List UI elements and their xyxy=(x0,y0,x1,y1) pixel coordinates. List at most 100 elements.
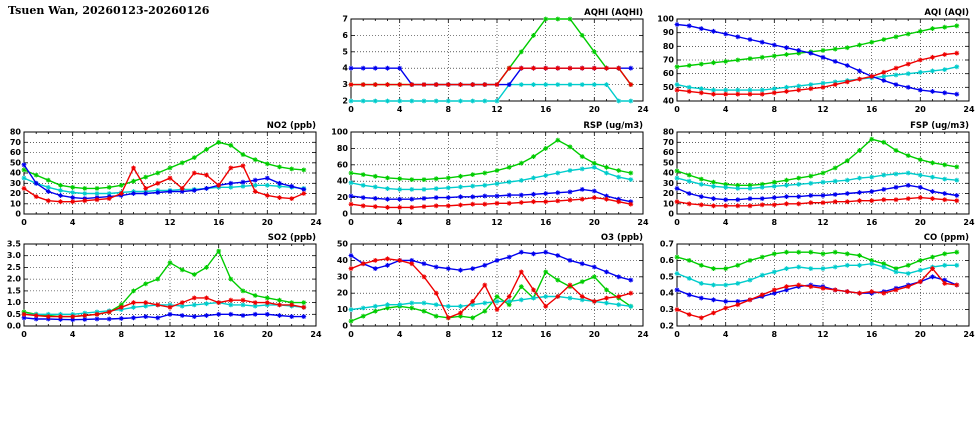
series-green-markers xyxy=(674,23,960,70)
x-tick-label: 8 xyxy=(446,105,452,114)
series-red-markers xyxy=(674,195,960,209)
y-tick-label: 0.3 xyxy=(660,305,674,314)
series-green-markers xyxy=(674,249,960,271)
chart-fsp: 0 10 20 30 40 50 60 70 80 0 4 8 12 16 20 24 FSP (ug/m3) xyxy=(653,119,975,232)
chart-no2: 0 10 20 30 40 50 60 70 80 0 4 8 12 16 20 24 NO2 (ppb) xyxy=(0,119,322,232)
y-tick-label: 40 xyxy=(10,169,22,178)
x-tick-label: 20 xyxy=(915,330,927,339)
x-tick-label: 4 xyxy=(70,218,76,227)
series-cyan-markers xyxy=(674,170,960,191)
x-tick-label: 8 xyxy=(772,330,778,339)
y-tick-label: 3.0 xyxy=(7,251,22,260)
y-tick-label: 10 xyxy=(663,199,675,208)
y-tick-label: 90 xyxy=(663,28,675,37)
series-red-markers xyxy=(674,50,960,97)
x-tick-label: 12 xyxy=(817,105,828,114)
y-tick-label: 50 xyxy=(663,158,675,167)
x-tick-label: 24 xyxy=(963,218,975,227)
chart-title: AQHI (AQHI) xyxy=(584,8,643,18)
y-tick-label: 70 xyxy=(663,56,675,65)
x-tick-label: 20 xyxy=(915,105,927,114)
y-tick-label: 2 xyxy=(342,97,348,106)
x-tick-label: 24 xyxy=(963,105,975,114)
series-blue-markers xyxy=(348,65,634,87)
chart-aqhi-svg: 2 3 4 5 6 7 0 4 8 12 16 20 24 AQHI (AQHI) xyxy=(342,8,649,114)
y-tick-label: 40 xyxy=(663,169,675,178)
y-tick-label: 5 xyxy=(342,47,348,56)
x-tick-label: 12 xyxy=(491,218,502,227)
chart-title: SO2 (ppb) xyxy=(268,233,316,243)
series-red-line xyxy=(676,267,957,319)
y-tick-label: 70 xyxy=(663,138,675,147)
y-tick-label: 10 xyxy=(10,199,22,208)
chart-title: AQI (AQI) xyxy=(924,8,969,18)
y-tick-label: 0.6 xyxy=(660,256,675,265)
y-tick-label: 0 xyxy=(342,210,348,219)
y-tick-label: 30 xyxy=(337,272,349,281)
series-red-markers xyxy=(348,65,634,87)
series-green-markers xyxy=(21,139,307,191)
x-tick-label: 0 xyxy=(674,218,680,227)
chart-title: NO2 (ppb) xyxy=(267,121,316,131)
y-tick-label: 6 xyxy=(342,31,348,40)
x-tick-label: 12 xyxy=(817,218,828,227)
x-tick-label: 8 xyxy=(772,218,778,227)
series-green-markers xyxy=(21,248,307,319)
x-tick-label: 0 xyxy=(348,105,354,114)
x-tick-label: 20 xyxy=(589,105,601,114)
chart-title: RSP (ug/m3) xyxy=(583,121,643,131)
chart-aqhi: 2 3 4 5 6 7 0 4 8 12 16 20 24 AQHI (AQHI) xyxy=(327,6,649,119)
series-cyan-markers xyxy=(348,164,634,192)
x-tick-label: 8 xyxy=(119,330,125,339)
chart-title: CO (ppm) xyxy=(924,233,969,243)
series-cyan-markers xyxy=(348,294,634,312)
series-blue-line xyxy=(350,188,631,203)
chart-title: O3 (ppb) xyxy=(601,233,643,243)
x-tick-label: 0 xyxy=(21,218,27,227)
chart-o3-svg: 0 10 20 30 40 50 0 4 8 12 16 20 24 O3 (ppb) xyxy=(337,233,649,339)
chart-title: FSP (ug/m3) xyxy=(910,121,969,131)
y-tick-label: 50 xyxy=(663,83,675,92)
series-green-markers xyxy=(348,137,634,182)
x-tick-label: 12 xyxy=(491,105,502,114)
x-tick-label: 20 xyxy=(589,330,601,339)
series-blue-line xyxy=(351,67,631,86)
series-cyan-line xyxy=(676,262,957,286)
y-tick-label: 1.5 xyxy=(7,286,22,295)
x-tick-label: 0 xyxy=(21,330,27,339)
series-red-markers xyxy=(674,266,960,321)
x-tick-label: 0 xyxy=(674,330,680,339)
series-blue-markers xyxy=(674,22,960,97)
chart-so2-svg: 0.0 0.5 1.0 1.5 2.0 2.5 3.0 3.5 0 4 8 12 16 20 24 SO2 (… xyxy=(7,233,322,339)
y-tick-label: 80 xyxy=(663,128,675,137)
y-tick-label: 30 xyxy=(10,179,22,188)
y-tick-label: 30 xyxy=(663,179,675,188)
x-tick-label: 12 xyxy=(491,330,502,339)
y-tick-label: 20 xyxy=(337,193,349,202)
series-red-line xyxy=(350,258,631,319)
x-tick-label: 4 xyxy=(70,330,76,339)
series-cyan-line xyxy=(676,66,957,91)
x-tick-label: 4 xyxy=(397,218,403,227)
x-tick-label: 4 xyxy=(397,105,403,114)
x-tick-label: 20 xyxy=(589,218,601,227)
y-tick-label: 60 xyxy=(663,148,675,157)
x-tick-label: 12 xyxy=(164,218,175,227)
x-tick-label: 8 xyxy=(446,330,452,339)
x-tick-label: 16 xyxy=(866,218,878,227)
x-tick-label: 24 xyxy=(963,330,975,339)
x-tick-label: 16 xyxy=(540,105,552,114)
x-tick-label: 8 xyxy=(119,218,125,227)
y-tick-label: 80 xyxy=(10,128,22,137)
y-tick-label: 10 xyxy=(337,305,349,314)
x-tick-label: 24 xyxy=(310,218,322,227)
chart-rsp: 0 20 40 60 80 100 0 4 8 12 16 20 24 RSP (ug/m3) xyxy=(327,119,649,232)
series-green-line xyxy=(350,139,631,181)
series-red-markers xyxy=(348,195,634,210)
chart-o3: 0 10 20 30 40 50 0 4 8 12 16 20 24 O3 (ppb) xyxy=(327,231,649,344)
x-tick-label: 0 xyxy=(348,218,354,227)
y-tick-label: 50 xyxy=(337,240,349,249)
chart-so2: 0.0 0.5 1.0 1.5 2.0 2.5 3.0 3.5 0 4 8 12 16 20 24 SO2 (… xyxy=(0,231,322,344)
series-blue-markers xyxy=(348,249,634,283)
y-tick-label: 100 xyxy=(657,15,674,24)
